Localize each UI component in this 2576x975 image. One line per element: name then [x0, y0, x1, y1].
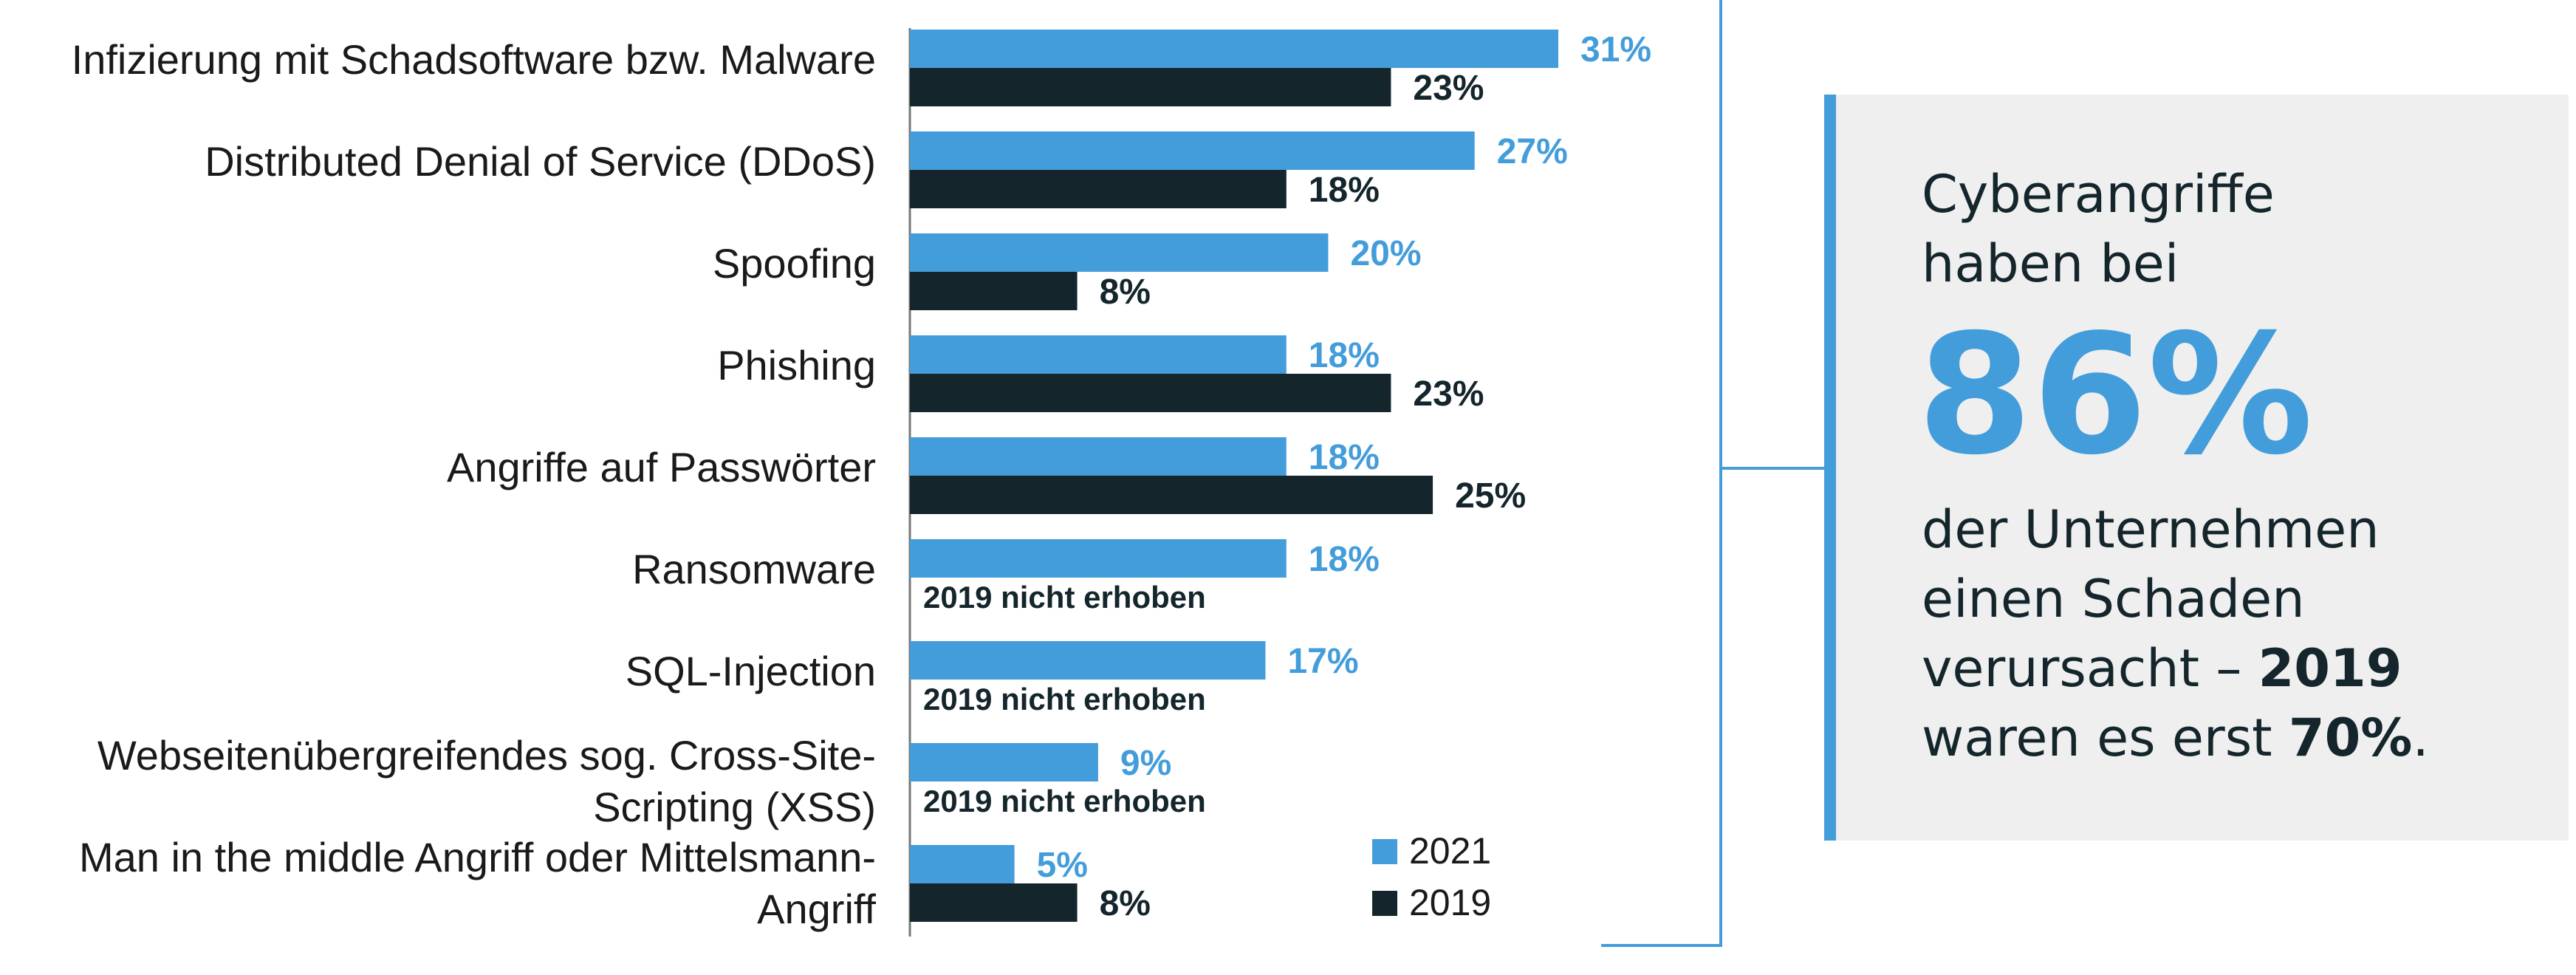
bar-2021	[910, 131, 1475, 170]
data-label-2019: 23%	[1413, 374, 1484, 414]
bar-2019	[910, 374, 1391, 412]
not-collected-label: 2019 nicht erhoben	[923, 580, 1206, 615]
bar-2019	[910, 272, 1078, 310]
data-label-2019: 18%	[1309, 171, 1380, 210]
data-label-2019: 25%	[1455, 476, 1526, 516]
data-label-2021: 18%	[1309, 336, 1380, 375]
legend-swatch-2021	[1372, 839, 1397, 864]
bar-2019	[910, 170, 1287, 208]
bar-2021	[910, 335, 1287, 374]
category-label: Distributed Denial of Service (DDoS)	[205, 138, 876, 185]
data-label-2021: 9%	[1120, 744, 1171, 783]
data-label-2021: 18%	[1309, 438, 1380, 477]
category-label: Infizierung mit Schadsoftware bzw. Malwa…	[72, 36, 876, 83]
category-label-line-1: Webseitenübergreifendes sog. Cross-Site-	[97, 732, 876, 779]
data-label-2021: 31%	[1580, 30, 1651, 69]
data-label-2019: 23%	[1413, 69, 1484, 108]
callout-box: Cyberangriffe haben bei 86% der Unterneh…	[1824, 95, 2569, 841]
callout-text: Cyberangriffe haben bei 86% der Unterneh…	[1917, 160, 2539, 773]
legend-label-2019: 2019	[1409, 882, 1491, 923]
bar-2021	[910, 641, 1266, 680]
legend-swatch-2019	[1372, 891, 1397, 916]
data-label-2021: 5%	[1037, 846, 1088, 885]
bar-2021	[910, 539, 1287, 578]
category-label-line-2: Angriff	[757, 886, 876, 932]
not-collected-label: 2019 nicht erhoben	[923, 784, 1206, 818]
bar-2021	[910, 845, 1015, 883]
category-label-line-2: Scripting (XSS)	[593, 784, 876, 830]
callout-big-value: 86%	[1917, 298, 2314, 491]
callout-accent-bar	[1824, 95, 1836, 841]
callout-line-1: Cyberangriffe	[1922, 164, 2275, 225]
callout-line-5-prefix: verursacht –	[1922, 638, 2258, 699]
category-label-line-1: Man in the middle Angriff oder Mittelsma…	[79, 834, 876, 880]
bar-2019	[910, 883, 1078, 922]
bar-2019	[910, 68, 1391, 106]
legend-label-2021: 2021	[1409, 830, 1491, 872]
data-label-2021: 27%	[1497, 132, 1568, 171]
data-label-2019: 8%	[1100, 273, 1151, 312]
callout-line-6: waren es erst 70%.	[1922, 703, 2539, 773]
callout-line-6-prefix: waren es erst	[1922, 708, 2289, 768]
category-label: Ransomware	[632, 546, 876, 592]
callout-line-6-bold: 70%	[2288, 708, 2413, 768]
data-label-2021: 17%	[1287, 642, 1358, 681]
data-label-2019: 8%	[1100, 884, 1151, 923]
bar-2021	[910, 743, 1098, 781]
bar-2021	[910, 437, 1287, 476]
not-collected-label: 2019 nicht erhoben	[923, 682, 1206, 716]
bar-2019	[910, 476, 1433, 514]
callout-line-5-bold: 2019	[2258, 638, 2402, 699]
callout-line-6-suffix: .	[2412, 708, 2429, 768]
data-label-2021: 18%	[1309, 540, 1380, 579]
bar-2021	[910, 233, 1329, 272]
category-label: Phishing	[717, 342, 876, 389]
callout-line-5: verursacht – 2019	[1922, 634, 2539, 703]
data-label-2021: 20%	[1350, 234, 1421, 273]
category-label: Spoofing	[713, 240, 876, 287]
category-label: Angriffe auf Passwörter	[447, 444, 876, 490]
callout-line-4: einen Schaden	[1922, 569, 2305, 629]
callout-line-2: haben bei	[1922, 233, 2179, 294]
callout-line-3: der Unternehmen	[1922, 499, 2380, 560]
category-label: SQL-Injection	[626, 648, 876, 694]
bar-2021	[910, 30, 1558, 68]
